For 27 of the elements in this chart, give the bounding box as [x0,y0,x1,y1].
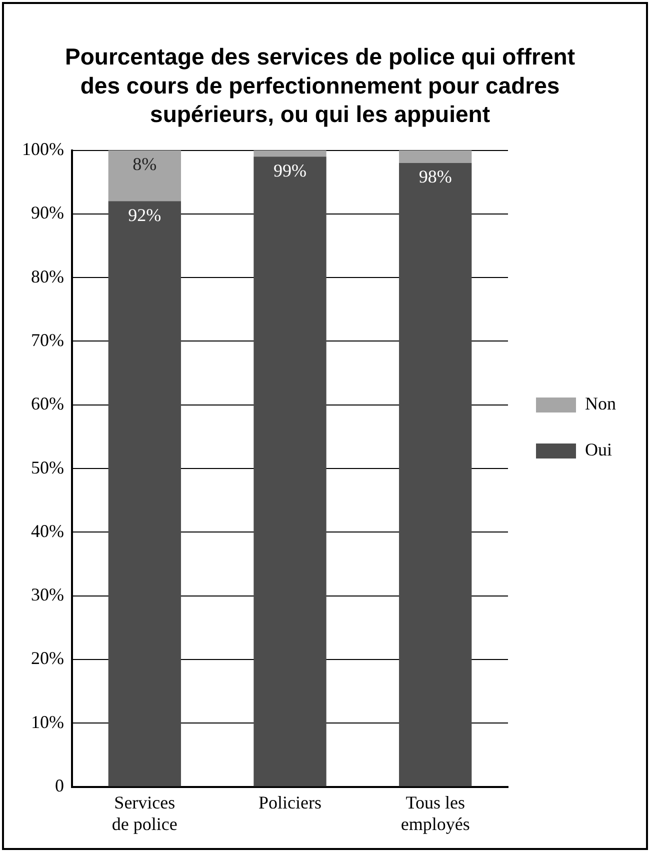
data-label: 92% [128,204,162,225]
y-tick-label: 100% [22,138,64,159]
y-tick-label: 70% [30,330,64,350]
legend-label: Non [585,394,616,414]
bar [399,150,472,163]
bar [399,162,472,786]
y-tick-label: 90% [30,202,64,223]
data-label: 99% [274,160,306,180]
bar [108,201,181,786]
y-tick-label: 80% [30,266,64,286]
chart-title: Pourcentage des services de police qui offrent des cours de perfectionnement pour cadres supérieurs, ou qui les appuient [65,44,576,128]
bar [254,156,326,786]
x-tick-label: Tous les employés [400,792,470,834]
bar [254,150,326,157]
y-tick-label: 0 [54,776,64,796]
y-tick-label: 20% [30,648,64,668]
y-tick-label: 50% [30,457,64,478]
data-label: 8% [132,154,157,174]
y-tick-label: 40% [30,520,64,541]
y-tick-label: 30% [30,584,64,605]
x-tick-label: Services de police [112,792,178,834]
bar [108,150,181,202]
data-label: 98% [418,166,452,187]
x-tick-label: Policiers [258,792,322,812]
legend-label: Oui [585,440,612,460]
y-tick-label: 10% [30,712,64,732]
y-tick-label: 60% [30,394,64,414]
